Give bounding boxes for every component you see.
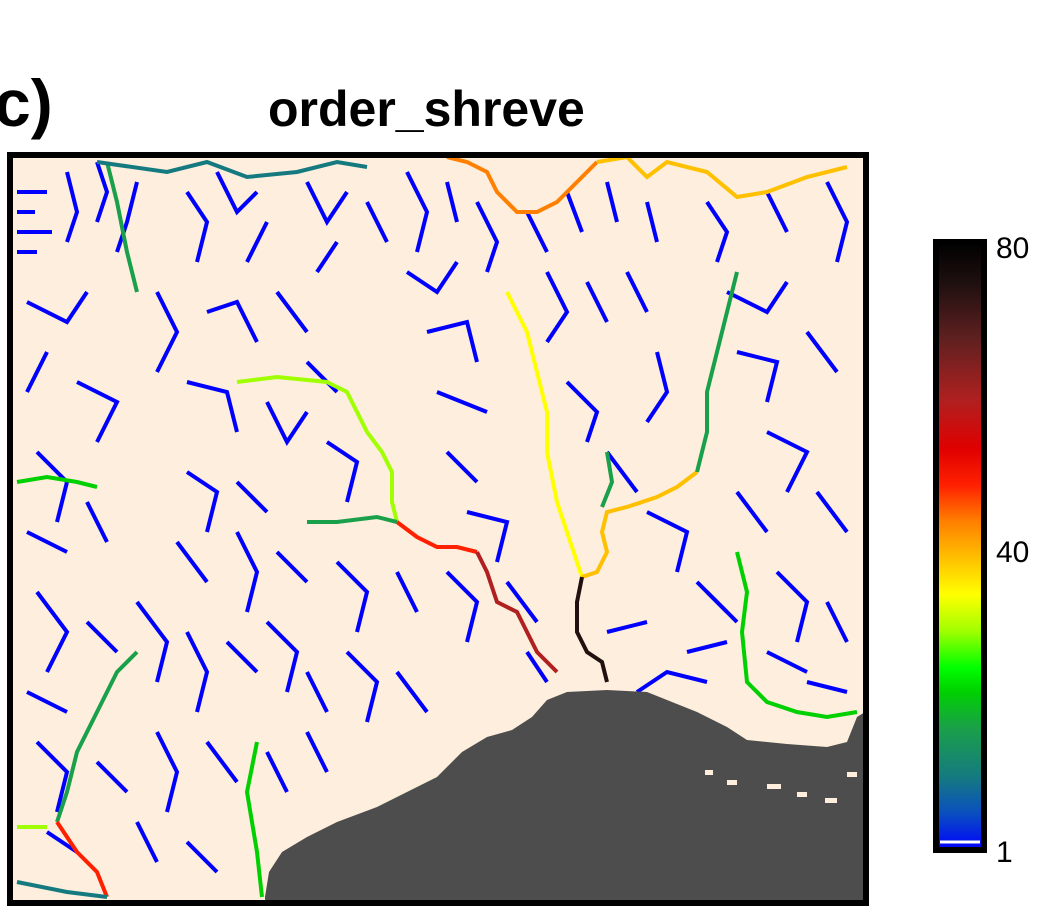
sea-gaps bbox=[705, 770, 857, 803]
map-title: order_shreve bbox=[268, 81, 585, 137]
major-channels bbox=[16, 154, 858, 899]
colorbar-gradient bbox=[933, 239, 987, 853]
minor-streams bbox=[17, 161, 850, 874]
colorbar-tick-max: 80 bbox=[996, 232, 1030, 265]
colorbar bbox=[933, 239, 987, 853]
map-border bbox=[7, 152, 869, 906]
map-frame bbox=[7, 152, 869, 906]
sea-area bbox=[265, 690, 865, 902]
panel-label: c) bbox=[0, 66, 53, 140]
colorbar-tick-min: 1 bbox=[996, 836, 1013, 869]
colorbar-tick-mid: 40 bbox=[996, 536, 1030, 569]
